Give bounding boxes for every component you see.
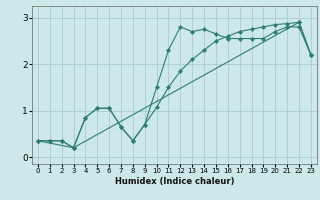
X-axis label: Humidex (Indice chaleur): Humidex (Indice chaleur) <box>115 177 234 186</box>
